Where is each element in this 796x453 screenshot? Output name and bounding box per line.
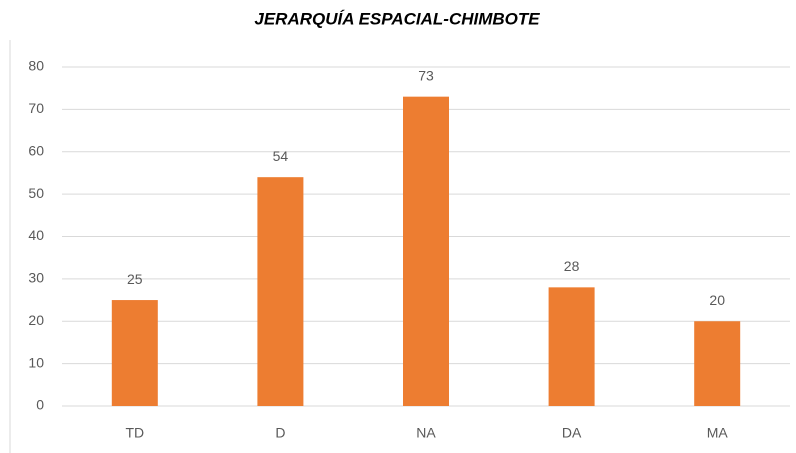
chart-title: JERARQUÍA ESPACIAL-CHIMBOTE <box>254 9 540 28</box>
bar <box>111 300 158 406</box>
x-tick-label: D <box>275 425 285 441</box>
data-label: 25 <box>127 271 143 287</box>
data-label: 54 <box>273 148 289 164</box>
y-tick-label: 30 <box>28 270 44 286</box>
bar <box>694 321 741 406</box>
y-tick-label: 0 <box>36 397 44 413</box>
x-tick-label: DA <box>562 425 582 441</box>
y-tick-label: 10 <box>28 354 44 370</box>
data-label: 73 <box>418 67 434 83</box>
bar <box>548 287 595 406</box>
y-tick-label: 20 <box>28 312 44 328</box>
bar <box>403 96 449 406</box>
y-tick-label: 60 <box>28 142 44 158</box>
y-tick-label: 40 <box>28 227 44 243</box>
data-label: 20 <box>709 292 725 308</box>
y-tick-label: 70 <box>28 100 44 116</box>
bar <box>257 177 304 406</box>
x-tick-label: NA <box>416 425 436 441</box>
y-tick-label: 50 <box>28 185 44 201</box>
x-tick-label: TD <box>125 425 144 441</box>
x-tick-label: MA <box>707 425 729 441</box>
y-tick-label: 80 <box>28 58 44 74</box>
data-label: 28 <box>564 258 580 274</box>
